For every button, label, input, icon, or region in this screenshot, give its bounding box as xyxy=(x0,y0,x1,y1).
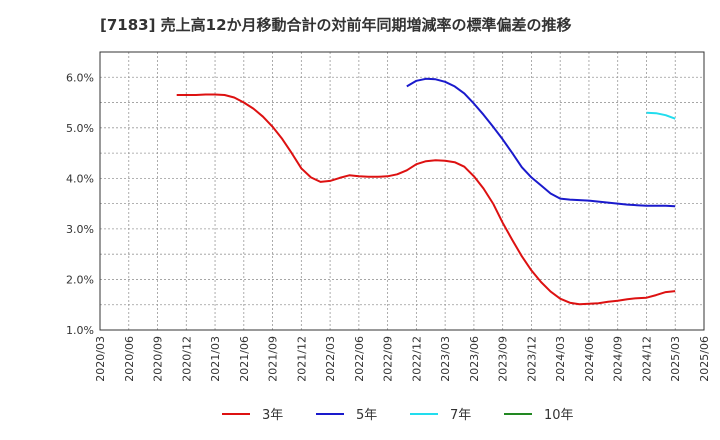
plot-area xyxy=(99,51,705,331)
series-line-2 xyxy=(646,111,676,120)
x-tick-label: 2020/09 xyxy=(152,336,165,382)
x-tick-label: 2024/03 xyxy=(554,336,567,382)
legend-label: 3年 xyxy=(262,408,283,423)
x-tick-label: 2020/12 xyxy=(180,336,193,382)
legend-label: 10年 xyxy=(544,408,574,423)
x-tick-label: 2024/06 xyxy=(583,336,596,382)
y-tick-label: 2.0% xyxy=(66,273,94,286)
series-line-0 xyxy=(176,93,676,306)
legend-label: 5年 xyxy=(356,408,377,423)
x-tick-label: 2024/12 xyxy=(640,336,653,382)
x-tick-label: 2023/06 xyxy=(468,336,481,382)
chart-title: [7183] 売上高12か月移動合計の対前年同期増減率の標準偏差の推移 xyxy=(100,16,572,34)
legend-label: 7年 xyxy=(450,408,471,423)
x-tick-label: 2020/03 xyxy=(94,336,107,382)
x-tick-label: 2024/09 xyxy=(612,336,625,382)
y-tick-label: 4.0% xyxy=(66,172,94,185)
x-tick-label: 2022/06 xyxy=(353,336,366,382)
y-tick-label: 5.0% xyxy=(66,122,94,135)
x-tick-label: 2021/06 xyxy=(238,336,251,382)
x-tick-label: 2025/03 xyxy=(669,336,682,382)
y-tick-label: 3.0% xyxy=(66,223,94,236)
series-line-1 xyxy=(406,77,676,208)
x-tick-label: 2021/12 xyxy=(295,336,308,382)
x-tick-label: 2021/09 xyxy=(267,336,280,382)
y-tick-label: 6.0% xyxy=(66,71,94,84)
x-tick-label: 2023/03 xyxy=(439,336,452,382)
x-tick-label: 2022/12 xyxy=(410,336,423,382)
x-tick-label: 2022/09 xyxy=(382,336,395,382)
x-tick-label: 2020/06 xyxy=(123,336,136,382)
plot-border xyxy=(99,51,705,331)
x-tick-label: 2021/03 xyxy=(209,336,222,382)
x-tick-label: 2023/12 xyxy=(525,336,538,382)
x-tick-label: 2023/09 xyxy=(497,336,510,382)
x-tick-label: 2022/03 xyxy=(324,336,337,382)
y-tick-label: 1.0% xyxy=(66,324,94,337)
x-tick-label: 2025/06 xyxy=(698,336,711,382)
